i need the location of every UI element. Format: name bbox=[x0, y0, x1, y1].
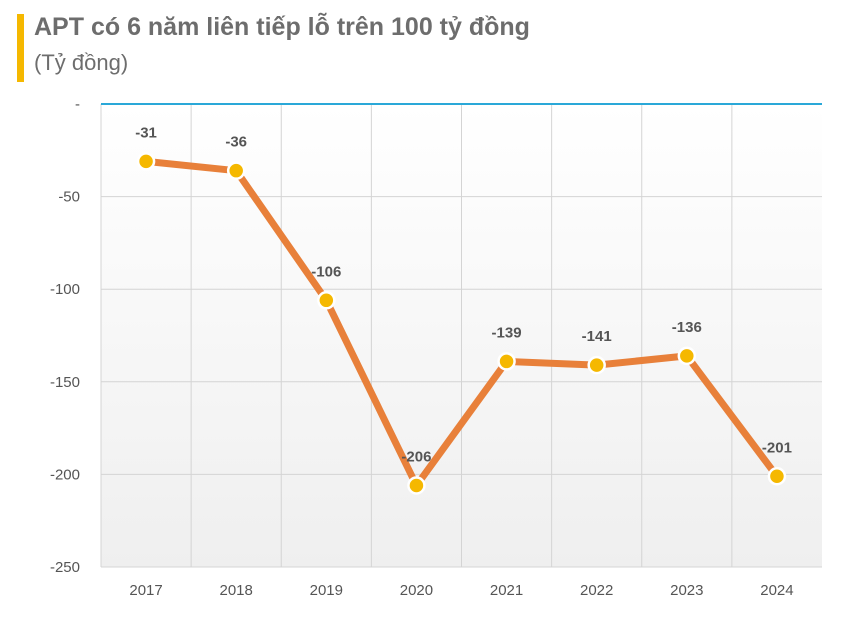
data-point bbox=[317, 291, 336, 310]
x-tick-label: 2022 bbox=[580, 582, 613, 599]
x-tick-label: 2018 bbox=[220, 582, 253, 599]
data-label: -206 bbox=[401, 449, 431, 466]
data-point bbox=[587, 355, 606, 375]
data-point bbox=[677, 346, 697, 366]
y-tick-label: -200 bbox=[50, 466, 80, 483]
x-tick-label: 2024 bbox=[760, 582, 793, 599]
x-tick-label: 2023 bbox=[670, 582, 703, 599]
x-tick-label: 2017 bbox=[129, 582, 162, 599]
chart-subtitle: (Tỷ đồng) bbox=[34, 50, 129, 75]
y-tick-label: -50 bbox=[58, 189, 80, 206]
y-tick-label: -150 bbox=[50, 374, 80, 391]
title-accent-bar bbox=[17, 14, 24, 82]
data-label: -141 bbox=[582, 328, 612, 345]
data-label: -36 bbox=[225, 134, 247, 151]
x-axis: 2017 2018 2019 2020 2021 2022 2023 2024 bbox=[129, 582, 793, 599]
series-polyline bbox=[142, 157, 781, 490]
x-tick-label: 2020 bbox=[400, 582, 433, 599]
y-axis: - -50 -100 -150 -200 -250 bbox=[50, 96, 80, 576]
x-tick-label: 2019 bbox=[310, 582, 343, 599]
y-tick-label: -100 bbox=[50, 281, 80, 298]
y-tick-label: - bbox=[75, 96, 80, 113]
data-label: -201 bbox=[762, 439, 792, 456]
data-label: -106 bbox=[311, 263, 341, 280]
x-tick-label: 2021 bbox=[490, 582, 523, 599]
data-point bbox=[136, 152, 156, 171]
data-point bbox=[767, 467, 787, 486]
gridlines bbox=[100, 103, 822, 568]
y-tick-label: -250 bbox=[50, 559, 80, 576]
data-point bbox=[407, 476, 426, 495]
data-markers bbox=[136, 152, 787, 495]
data-label: -139 bbox=[492, 324, 522, 341]
series-line bbox=[142, 157, 781, 490]
data-point bbox=[497, 352, 516, 371]
data-label: -31 bbox=[135, 124, 157, 141]
data-point bbox=[226, 161, 246, 180]
data-labels: -31 -36 -106 -206 -139 -141 -136 -201 bbox=[135, 124, 792, 465]
data-label: -136 bbox=[672, 319, 702, 336]
chart-title: APT có 6 năm liên tiếp lỗ trên 100 tỷ đồ… bbox=[34, 13, 530, 41]
